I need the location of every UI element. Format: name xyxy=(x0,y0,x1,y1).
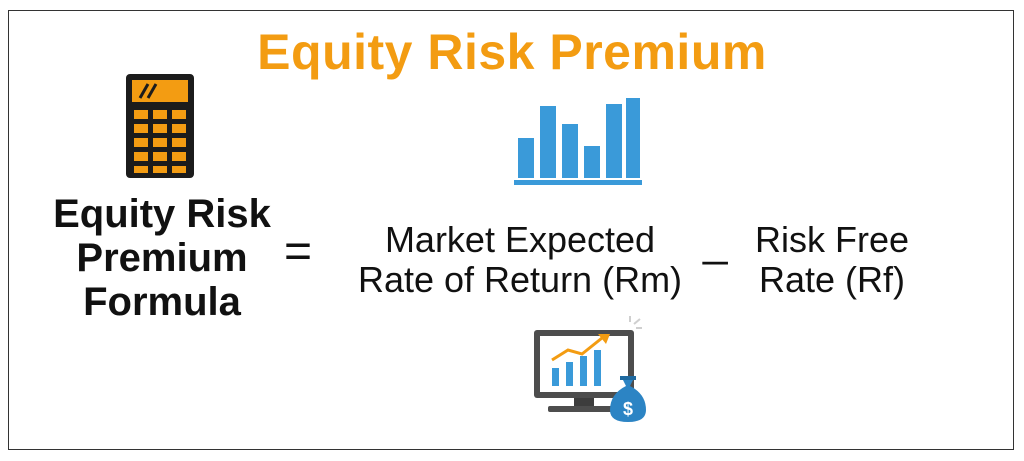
lhs-line-3: Formula xyxy=(83,280,241,324)
lhs-line-1: Equity Risk xyxy=(53,192,271,236)
term2-line-1: Risk Free xyxy=(754,219,910,260)
equals-sign: = xyxy=(284,225,313,278)
monitor-growth-money-bag-icon: $ xyxy=(534,316,646,422)
bar-chart-icon xyxy=(514,98,642,185)
term1-line-1: Market Expected xyxy=(384,219,656,260)
formula-left-side: Equity Risk Premium Formula xyxy=(22,192,302,324)
page-title: Equity Risk Premium xyxy=(257,24,767,80)
dollar-sign-icon: $ xyxy=(623,399,633,419)
minus-operator: _ xyxy=(703,217,728,266)
term2-line-2: Rate (Rf) xyxy=(758,259,906,300)
market-return-term: Market Expected Rate of Return (Rm) xyxy=(330,220,710,300)
calculator-icon xyxy=(126,74,194,178)
risk-free-term: Risk Free Rate (Rf) xyxy=(732,220,932,300)
term1-line-2: Rate of Return (Rm) xyxy=(357,259,683,300)
diagram-frame xyxy=(8,10,1014,450)
lhs-line-2: Premium xyxy=(76,236,248,280)
